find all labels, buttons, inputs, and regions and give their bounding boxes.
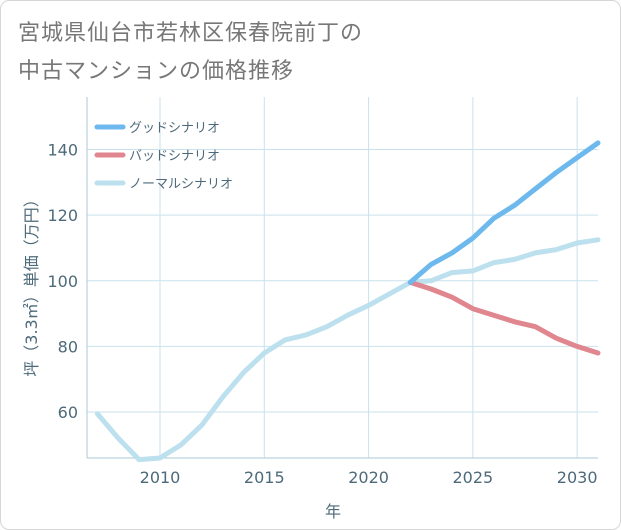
x-tick-label: 2025	[452, 468, 493, 487]
y-tick-label: 120	[47, 206, 78, 225]
axes: 2010 2015 2020 2025 2030 60 80 100 120 140	[47, 97, 598, 487]
series-line-0	[407, 140, 601, 285]
legend-label: バッドシナリオ	[129, 149, 220, 164]
series-lines	[94, 140, 601, 463]
y-tick-label: 100	[47, 272, 78, 291]
y-tick-label: 60	[58, 403, 78, 422]
x-tick-label: 2030	[557, 468, 598, 487]
x-tick-label: 2020	[348, 468, 389, 487]
series-line-1	[407, 279, 601, 356]
x-tick-label: 2015	[244, 468, 285, 487]
y-tick-label: 140	[47, 141, 78, 160]
legend-label: ノーマルシナリオ	[129, 177, 233, 192]
x-axis-label: 年	[325, 502, 341, 521]
chart-title-line-1: 宮城県仙台市若林区保春院前丁の	[18, 21, 364, 46]
y-axis-label: 坪（3.3㎡）単価（万円）	[22, 191, 41, 376]
series-line-2	[94, 237, 601, 463]
y-tick-label: 80	[58, 337, 78, 356]
x-tick-label: 2010	[140, 468, 181, 487]
chart-title-line-2: 中古マンションの価格推移	[18, 59, 295, 84]
legend-label: グッドシナリオ	[129, 121, 220, 136]
